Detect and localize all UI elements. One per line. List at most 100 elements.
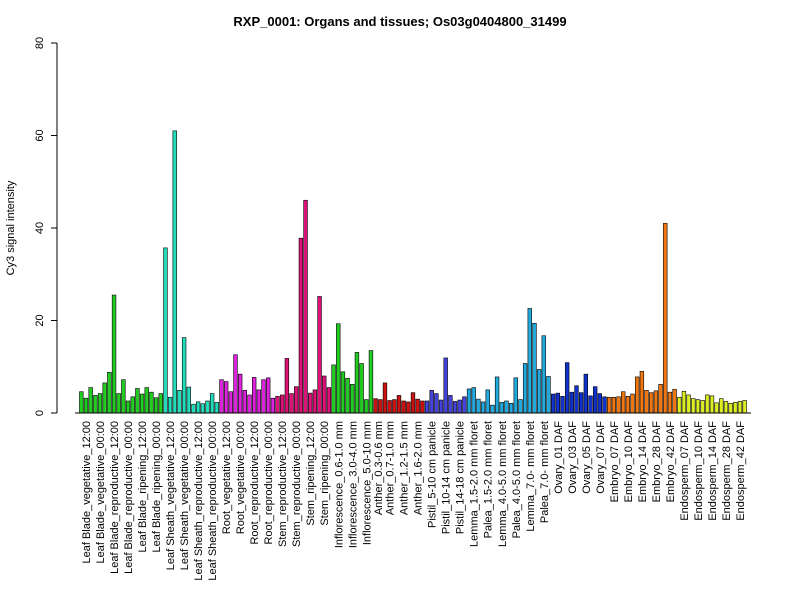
- x-tick-label: Anther_0.7-1.0 mm: [385, 421, 397, 515]
- bar: [508, 402, 514, 414]
- bar: [153, 397, 159, 414]
- bar: [564, 362, 570, 414]
- y-tick-label: 60: [34, 129, 46, 141]
- bar: [513, 377, 518, 414]
- bar: [266, 377, 271, 414]
- bar: [111, 294, 117, 414]
- bar: [336, 323, 341, 414]
- bar: [139, 393, 145, 414]
- x-tick-label: Embryo_14 DAF: [637, 421, 649, 503]
- bar: [415, 398, 420, 414]
- bar: [658, 384, 663, 414]
- bar: [452, 401, 458, 414]
- bar: [256, 389, 262, 414]
- x-tick-label: Leaf Blade_ripening_00:00: [151, 421, 163, 553]
- bar: [672, 389, 677, 414]
- bar: [709, 395, 715, 414]
- x-tick-label: Stem_reproductive_00:00: [291, 421, 303, 547]
- bar: [443, 357, 448, 414]
- bar: [242, 390, 248, 414]
- bar: [392, 399, 397, 414]
- bar: [616, 396, 621, 414]
- x-tick-label: Leaf Sheath_reproductive_00:00: [207, 421, 219, 581]
- bar: [163, 247, 168, 414]
- bar: [172, 130, 177, 414]
- bar: [723, 401, 729, 414]
- bar: [345, 378, 350, 414]
- y-axis-label: Cy3 signal intensity: [5, 180, 17, 275]
- y-tick-label: 40: [34, 222, 46, 234]
- bar: [116, 393, 121, 414]
- bar: [485, 389, 490, 414]
- bar: [504, 400, 509, 414]
- bar: [719, 398, 724, 414]
- bar: [303, 199, 308, 414]
- bar: [191, 403, 196, 414]
- x-tick-label: Embryo_42 DAF: [665, 421, 677, 503]
- bar: [93, 395, 98, 414]
- x-tick-label: Leaf Blade_ripening_12:00: [137, 421, 149, 553]
- bar: [663, 223, 668, 414]
- bar: [195, 401, 201, 414]
- bar: [677, 396, 682, 414]
- bar: [541, 335, 546, 414]
- y-tick-label: 20: [34, 314, 46, 326]
- bar: [522, 363, 528, 414]
- bar: [625, 396, 631, 414]
- bar: [205, 400, 210, 414]
- bar: [480, 401, 486, 414]
- x-tick-label: Anther_1.2-1.5 mm: [399, 421, 411, 515]
- bar: [359, 363, 364, 414]
- bar: [223, 381, 229, 414]
- bar: [125, 400, 131, 414]
- bar: [457, 399, 462, 414]
- bar: [700, 400, 705, 414]
- y-tick-label: 0: [34, 410, 46, 416]
- bar: [518, 399, 523, 414]
- bar: [284, 358, 290, 414]
- bar: [667, 391, 673, 414]
- bar: [378, 399, 383, 414]
- x-tick-label: Endosperm_42 DAF: [735, 421, 747, 521]
- chart-title: RXP_0001: Organs and tissues; Os03g04048…: [233, 14, 566, 29]
- bar: [308, 392, 313, 414]
- bar: [181, 337, 187, 414]
- bar: [527, 308, 532, 414]
- bar: [247, 394, 252, 414]
- bar: [737, 401, 743, 414]
- x-tick-label: Palea_7.0- mm floret: [539, 421, 551, 523]
- bar: [209, 393, 215, 414]
- bar: [228, 391, 233, 414]
- bar: [714, 402, 719, 414]
- bar: [550, 393, 556, 414]
- bar: [733, 402, 738, 414]
- bar: [280, 394, 285, 414]
- bar: [434, 393, 439, 414]
- x-tick-label: Endosperm_14 DAF: [707, 421, 719, 521]
- bar: [382, 382, 388, 414]
- x-tick-label: Ovary_05 DAF: [581, 421, 593, 494]
- x-tick-label: Leaf Sheath_vegetative_00:00: [179, 421, 191, 570]
- bar: [79, 391, 84, 414]
- bar: [555, 392, 560, 414]
- x-tick-label: Leaf Sheath_reproductive_12:00: [193, 421, 205, 581]
- bar: [200, 403, 205, 414]
- bar: [681, 390, 687, 414]
- bar: [340, 371, 346, 414]
- x-tick-label: Inflorescence_3.0-4.0 mm: [347, 421, 359, 548]
- x-tick-label: Leaf Blade_reproductive_00:00: [123, 421, 135, 574]
- bar: [130, 396, 135, 414]
- bar: [214, 402, 219, 414]
- bar: [401, 400, 406, 414]
- bar: [621, 391, 626, 414]
- x-tick-label: Embryo_07 DAF: [609, 421, 621, 503]
- bar: [448, 395, 453, 414]
- bar: [611, 396, 617, 414]
- bar: [532, 322, 537, 414]
- x-tick-label: Pistil_14-18 cm panicle: [455, 421, 467, 534]
- bar: [294, 386, 299, 414]
- bar: [499, 402, 504, 414]
- bar: [602, 396, 607, 414]
- x-tick-label: Palea_1.5-2.0 mm floret: [483, 421, 495, 538]
